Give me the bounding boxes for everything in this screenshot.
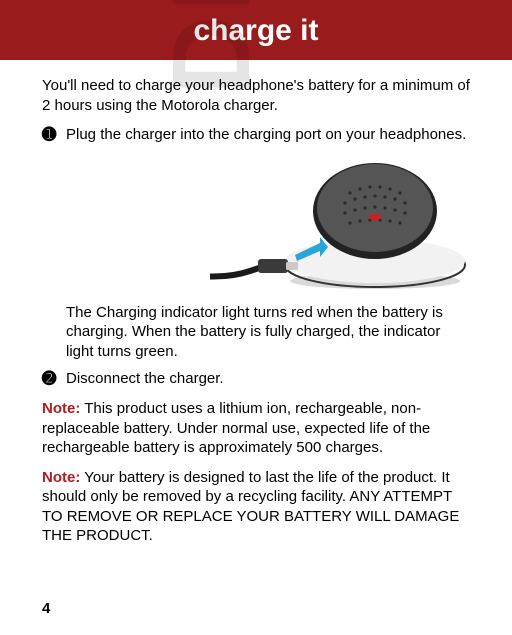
note-1-label: Note:: [42, 400, 80, 417]
page: DRAFT charge it You'll need to charge yo…: [0, 0, 512, 635]
step-2-text: Disconnect the charger.: [66, 369, 470, 389]
intro-text: You'll need to charge your headphone's b…: [42, 76, 470, 115]
step-1: ➊ Plug the charger into the charging por…: [42, 125, 470, 361]
page-number: 4: [42, 600, 50, 617]
headphone-charging-illustration: [210, 153, 470, 293]
note-2: Note: Your battery is designed to last t…: [42, 468, 470, 546]
page-content: You'll need to charge your headphone's b…: [0, 60, 512, 546]
step-1-number: ➊: [42, 125, 66, 145]
page-title: charge it: [0, 14, 512, 48]
note-1-text: This product uses a lithium ion, recharg…: [42, 400, 430, 456]
note-1: Note: This product uses a lithium ion, r…: [42, 399, 470, 458]
step-1-text: Plug the charger into the charging port …: [66, 126, 466, 143]
note-2-label: Note:: [42, 469, 80, 486]
page-header: charge it: [0, 0, 512, 60]
note-2-text: Your battery is designed to last the lif…: [42, 469, 459, 545]
step-1-after-text: The Charging indicator light turns red w…: [66, 304, 443, 360]
illustration-wrap: [66, 153, 470, 293]
step-2-number: ➋: [42, 369, 66, 389]
step-2: ➋ Disconnect the charger.: [42, 369, 470, 389]
step-1-body: Plug the charger into the charging port …: [66, 125, 470, 361]
